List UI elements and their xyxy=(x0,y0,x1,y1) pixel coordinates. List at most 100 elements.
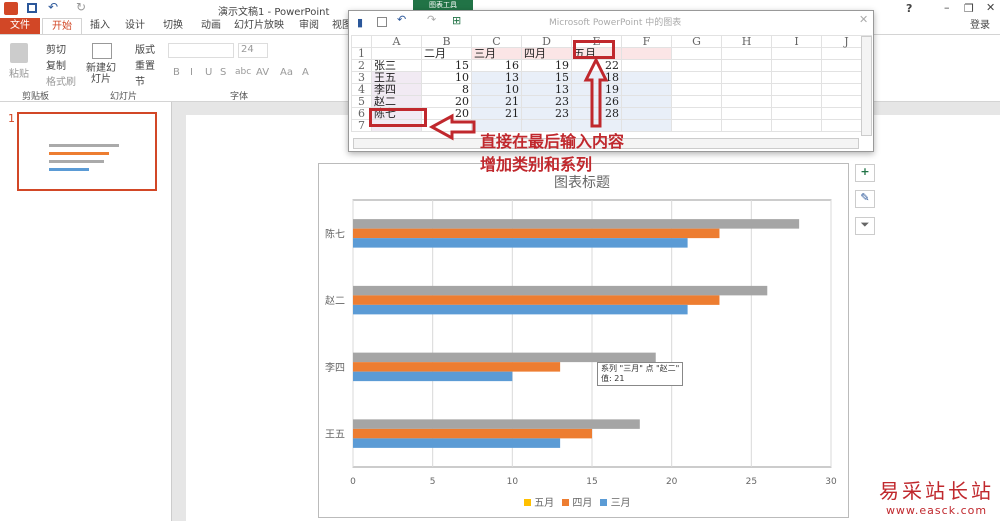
save-icon[interactable] xyxy=(27,3,37,13)
vertical-scrollbar[interactable] xyxy=(861,36,872,136)
row-header[interactable]: 7 xyxy=(351,119,372,132)
tab-design[interactable]: 设计 xyxy=(125,20,145,31)
tooltip-series: 系列 "三月" 点 "赵二" xyxy=(601,364,680,373)
horizontal-scrollbar[interactable] xyxy=(353,138,859,149)
close-button[interactable]: ✕ xyxy=(986,1,996,14)
column-header[interactable]: F xyxy=(621,35,672,48)
cell[interactable]: 王五 xyxy=(371,71,422,84)
bar-五月-陈七[interactable] xyxy=(353,219,800,229)
cell[interactable] xyxy=(521,119,572,132)
shadow-button[interactable]: S xyxy=(220,67,227,78)
group-label-font: 字体 xyxy=(230,92,249,102)
y-category-label: 李四 xyxy=(325,361,345,374)
undo-icon[interactable]: ↶ xyxy=(48,0,59,14)
bar-四月-赵二[interactable] xyxy=(353,295,720,305)
tab-view[interactable]: 视图 xyxy=(332,20,352,31)
redo-icon[interactable]: ↻ xyxy=(76,0,87,14)
save-icon[interactable] xyxy=(377,17,387,27)
redo-icon[interactable]: ↷ xyxy=(427,13,437,26)
reset-button[interactable]: 重置 xyxy=(135,61,155,72)
undo-icon[interactable]: ↶ xyxy=(397,13,407,26)
strikethrough-button[interactable]: abc xyxy=(235,67,252,77)
bar-五月-王五[interactable] xyxy=(353,419,640,429)
chart-legend[interactable]: 五月 四月 三月 xyxy=(524,494,631,509)
cell[interactable]: 15 xyxy=(521,71,572,84)
font-color-button[interactable]: A xyxy=(302,67,309,78)
chart-elements-button[interactable]: + xyxy=(855,164,875,182)
y-category-label: 陈七 xyxy=(325,227,345,240)
sheet-close-button[interactable]: ✕ xyxy=(859,13,869,26)
italic-button[interactable]: I xyxy=(190,67,193,78)
tab-review[interactable]: 审阅 xyxy=(299,20,319,31)
tab-file[interactable]: 文件 xyxy=(0,18,40,34)
bar-四月-王五[interactable] xyxy=(353,428,592,439)
cell[interactable] xyxy=(621,83,672,96)
layout-button[interactable]: 版式 xyxy=(135,45,155,56)
chart-object[interactable]: 图表标题 五月 四月 三月 xyxy=(318,163,849,518)
cell[interactable]: 四月 xyxy=(521,47,572,60)
bar-三月-李四[interactable] xyxy=(353,371,513,382)
bold-button[interactable]: B xyxy=(173,67,180,78)
cell[interactable] xyxy=(621,47,672,60)
change-case-button[interactable]: Aa xyxy=(280,67,293,78)
cell[interactable] xyxy=(621,119,672,132)
chart-title[interactable]: 图表标题 xyxy=(554,175,610,191)
column-header[interactable]: B xyxy=(421,35,472,48)
row-header[interactable]: 3 xyxy=(351,71,372,84)
column-header[interactable]: C xyxy=(471,35,522,48)
bar-五月-李四[interactable] xyxy=(353,352,656,363)
font-size-select[interactable]: 24 xyxy=(238,43,268,58)
cell[interactable]: 28 xyxy=(571,107,622,120)
maximize-button[interactable]: ❐ xyxy=(964,2,974,15)
tab-transitions[interactable]: 切换 xyxy=(163,20,183,31)
bar-三月-赵二[interactable] xyxy=(353,304,688,315)
legend-item-april: 四月 xyxy=(562,494,592,509)
char-spacing-button[interactable]: AV xyxy=(256,67,270,78)
cell[interactable]: 21 xyxy=(471,107,522,120)
section-button[interactable]: 节 xyxy=(135,77,145,88)
column-header[interactable]: D xyxy=(521,35,572,48)
tab-slideshow[interactable]: 幻灯片放映 xyxy=(234,20,284,31)
cell[interactable]: 13 xyxy=(521,83,572,96)
edit-in-excel-icon[interactable]: ⊞ xyxy=(452,14,462,27)
slide-thumbnail[interactable] xyxy=(17,112,157,191)
cell[interactable] xyxy=(621,71,672,84)
row-header[interactable]: 2 xyxy=(351,59,372,72)
tab-insert[interactable]: 插入 xyxy=(90,20,110,31)
row-header[interactable]: 5 xyxy=(351,95,372,108)
bar-四月-李四[interactable] xyxy=(353,362,561,372)
spreadsheet-grid[interactable]: A B C D E F G H I J 1 二月 三月 四月 五月 2 张三 15 16 19 22 3 王五 10 13 15 1… xyxy=(351,35,872,132)
cell[interactable]: 赵二 xyxy=(371,95,422,108)
tab-animations[interactable]: 动画 xyxy=(201,20,221,31)
paste-button[interactable]: 粘贴 xyxy=(9,69,29,80)
cell[interactable] xyxy=(621,95,672,108)
column-header[interactable]: G xyxy=(671,35,722,48)
copy-button[interactable]: 复制 xyxy=(46,61,66,72)
column-header[interactable]: J xyxy=(821,35,872,48)
help-button[interactable]: ? xyxy=(906,2,913,15)
login-link[interactable]: 登录 xyxy=(970,20,990,31)
bar-四月-陈七[interactable] xyxy=(353,228,720,239)
bar-五月-赵二[interactable] xyxy=(353,285,768,296)
underline-button[interactable]: U xyxy=(205,67,213,78)
bar-三月-陈七[interactable] xyxy=(353,238,688,248)
font-name-select[interactable] xyxy=(168,43,234,58)
legend-item-may: 五月 xyxy=(524,494,554,509)
slide-canvas[interactable] xyxy=(186,115,1000,521)
chart-styles-button[interactable]: ✎ xyxy=(855,190,875,208)
chart-icon: ▮ xyxy=(357,16,364,29)
minimize-button[interactable]: – xyxy=(944,1,950,14)
format-painter-button[interactable]: 格式刷 xyxy=(46,77,76,88)
cut-button[interactable]: 剪切 xyxy=(46,45,66,56)
cell[interactable]: 10 xyxy=(471,83,522,96)
tab-home[interactable]: 开始 xyxy=(42,18,82,34)
bar-三月-王五[interactable] xyxy=(353,438,561,448)
legend-item-march: 三月 xyxy=(600,494,631,509)
row-header[interactable]: 4 xyxy=(351,83,372,96)
chart-filter-button[interactable]: ⏷ xyxy=(855,217,875,235)
new-slide-button[interactable]: 新建幻灯片 xyxy=(86,63,116,85)
watermark: 易采站长站 www.easck.com xyxy=(879,479,994,517)
cell[interactable]: 23 xyxy=(521,95,572,108)
column-header[interactable]: H xyxy=(721,35,772,48)
